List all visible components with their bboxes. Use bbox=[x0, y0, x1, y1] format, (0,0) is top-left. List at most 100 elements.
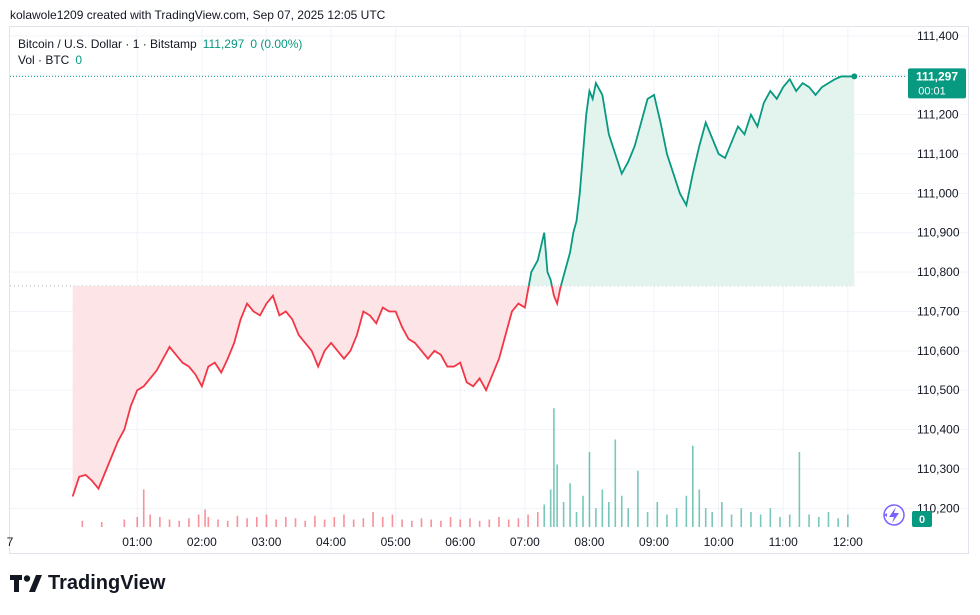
x-tick-label: 02:00 bbox=[187, 535, 217, 549]
replay-button[interactable] bbox=[883, 504, 905, 526]
area-below-baseline bbox=[72, 285, 561, 497]
y-tick-label: 111,100 bbox=[917, 147, 959, 161]
volume-bar bbox=[536, 512, 539, 527]
volume-bar bbox=[100, 522, 103, 527]
x-tick-label: 08:00 bbox=[574, 535, 604, 549]
x-tick-label: 06:00 bbox=[445, 535, 475, 549]
volume-bar bbox=[246, 518, 248, 527]
volume-bar bbox=[553, 408, 555, 527]
x-edge-label: 7 bbox=[7, 535, 14, 549]
volume-bar bbox=[637, 470, 639, 527]
price-area bbox=[72, 76, 855, 497]
arrow-icon bbox=[884, 513, 887, 517]
volume-bars bbox=[81, 408, 849, 527]
volume-bar bbox=[381, 517, 384, 527]
volume-bar bbox=[517, 518, 520, 527]
volume-bar bbox=[730, 514, 733, 527]
x-tick-label: 12:00 bbox=[833, 535, 863, 549]
chart-credit: kolawole1209 created with TradingView.co… bbox=[10, 8, 386, 22]
volume-bar bbox=[750, 512, 752, 527]
volume-label[interactable]: Vol · BTC bbox=[18, 53, 70, 67]
x-tick-label: 04:00 bbox=[316, 535, 346, 549]
volume-bar bbox=[759, 514, 762, 527]
volume-bar bbox=[562, 502, 565, 527]
x-tick-label: 10:00 bbox=[704, 535, 734, 549]
chart-frame bbox=[9, 26, 969, 554]
tradingview-logo[interactable]: TradingView bbox=[10, 572, 165, 595]
volume-bar bbox=[507, 519, 510, 527]
volume-bar bbox=[704, 508, 707, 527]
price-change: 0 (0.00%) bbox=[250, 37, 303, 51]
volume-badge bbox=[912, 511, 932, 527]
y-tick-label: 110,900 bbox=[917, 226, 960, 240]
price-axis[interactable]: 110,200110,300110,400110,500110,600110,7… bbox=[917, 29, 960, 515]
volume-bar bbox=[304, 520, 307, 527]
volume-bar bbox=[675, 508, 678, 527]
volume-bar bbox=[362, 518, 365, 527]
volume-bar bbox=[255, 517, 258, 527]
volume-bar bbox=[275, 519, 277, 527]
volume-bar bbox=[294, 518, 297, 527]
volume-bar bbox=[459, 519, 462, 527]
volume-bar bbox=[411, 520, 413, 527]
volume-bar bbox=[149, 514, 151, 527]
volume-bar bbox=[401, 519, 403, 527]
volume-bar bbox=[549, 489, 552, 527]
volume-bar bbox=[646, 512, 649, 527]
volume-bar bbox=[81, 520, 84, 527]
volume-bar bbox=[601, 489, 604, 527]
volume-bar bbox=[847, 514, 849, 527]
y-tick-label: 111,000 bbox=[917, 186, 959, 200]
price-line-above bbox=[527, 75, 855, 286]
volume-bar bbox=[721, 502, 723, 527]
y-tick-label: 110,800 bbox=[917, 265, 960, 279]
tradingview-logo-icon bbox=[10, 574, 42, 592]
x-tick-label: 07:00 bbox=[510, 535, 540, 549]
volume-bar bbox=[333, 517, 336, 527]
brand-name: TradingView bbox=[48, 572, 166, 594]
volume-bar bbox=[685, 495, 688, 527]
volume-bar bbox=[711, 512, 713, 527]
symbol-label[interactable]: Bitcoin / U.S. Dollar · 1 · Bitstamp bbox=[18, 37, 197, 51]
volume-bar bbox=[430, 519, 432, 527]
y-tick-label: 111,400 bbox=[917, 29, 959, 43]
volume-bar bbox=[527, 514, 529, 527]
volume-bar bbox=[197, 514, 200, 527]
y-tick-label: 110,700 bbox=[917, 304, 960, 318]
volume-bar bbox=[178, 520, 181, 527]
volume-bar bbox=[620, 495, 623, 527]
volume-bar bbox=[343, 514, 345, 527]
volume-bar bbox=[698, 489, 701, 527]
x-tick-label: 03:00 bbox=[251, 535, 281, 549]
price-line bbox=[71, 73, 858, 497]
y-tick-label: 110,600 bbox=[917, 344, 960, 358]
last-price-badge bbox=[908, 68, 966, 99]
volume-bar bbox=[159, 517, 161, 527]
volume-bar bbox=[614, 439, 617, 527]
volume-row[interactable]: Vol · BTC 0 bbox=[18, 52, 302, 68]
volume-bar bbox=[740, 508, 743, 527]
countdown-value: 00:01 bbox=[918, 85, 946, 97]
x-tick-label: 09:00 bbox=[639, 535, 669, 549]
volume-bar bbox=[588, 452, 591, 527]
time-axis[interactable]: 01:00 02:00 03:00 04:00 05:00 06:00 07:00 08:00… bbox=[7, 535, 864, 549]
volume-bar bbox=[627, 508, 630, 527]
volume-bar bbox=[788, 514, 791, 527]
last-price: 111,297 bbox=[202, 37, 245, 51]
volume-value: 0 bbox=[75, 53, 83, 67]
volume-bar bbox=[608, 502, 610, 527]
y-tick-label: 111,200 bbox=[917, 108, 959, 122]
volume-bar bbox=[827, 512, 830, 527]
volume-bar bbox=[478, 520, 481, 527]
volume-bar bbox=[314, 515, 316, 527]
volume-bar bbox=[556, 464, 558, 527]
y-tick-label: 110,300 bbox=[917, 462, 960, 476]
volume-bar bbox=[769, 508, 772, 527]
volume-badge-value: 0 bbox=[919, 514, 925, 526]
volume-bar bbox=[391, 514, 394, 527]
symbol-row[interactable]: Bitcoin / U.S. Dollar · 1 · Bitstamp 111… bbox=[18, 36, 302, 52]
volume-bar bbox=[543, 504, 546, 527]
volume-bar bbox=[168, 519, 171, 527]
volume-bar bbox=[817, 517, 820, 527]
